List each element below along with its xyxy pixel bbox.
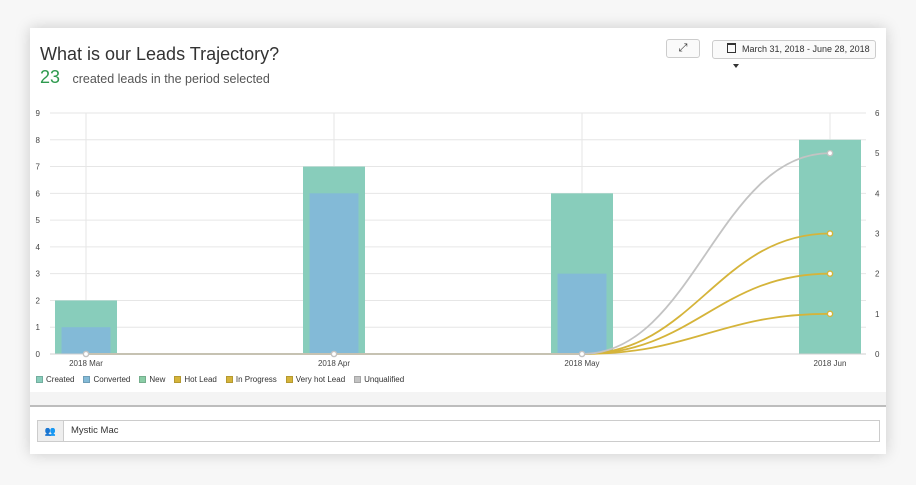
y-left-tick-label: 3 bbox=[36, 270, 41, 279]
line-in-progress bbox=[86, 272, 831, 355]
bar-converted bbox=[309, 193, 359, 354]
legend-swatch bbox=[139, 376, 147, 383]
bar-converted bbox=[61, 327, 111, 354]
chart-legend: Created Converted New Hot Lead In Progress Ve… bbox=[36, 375, 413, 384]
created-leads-caption: created leads in the period selected bbox=[72, 72, 270, 86]
legend-label: Hot Lead bbox=[184, 375, 217, 384]
legend-item[interactable]: In Progress bbox=[225, 375, 277, 384]
legend-label: Converted bbox=[93, 375, 131, 384]
y-left-tick-label: 9 bbox=[36, 109, 41, 118]
owner-filter[interactable]: 👥 Mystic Mac bbox=[37, 420, 880, 442]
caret-down-icon bbox=[733, 64, 739, 68]
point-baseline bbox=[330, 350, 338, 358]
y-left-tick-label: 8 bbox=[36, 136, 41, 145]
y-right-tick-label: 2 bbox=[875, 270, 880, 279]
calendar-icon bbox=[727, 43, 736, 53]
created-leads-summary: 23 created leads in the period selected bbox=[40, 67, 270, 88]
y-right-tick-label: 1 bbox=[875, 310, 880, 319]
x-tick-label: 2018 Apr bbox=[318, 359, 350, 368]
point-in-progress bbox=[826, 270, 834, 277]
bar-converted bbox=[557, 273, 607, 354]
legend-item[interactable]: Unqualified bbox=[354, 375, 404, 384]
point-baseline bbox=[82, 350, 90, 358]
line-unqualified bbox=[86, 152, 831, 355]
y-left-tick-label: 4 bbox=[36, 243, 41, 252]
legend-swatch bbox=[354, 376, 362, 383]
legend-label: Very hot Lead bbox=[295, 375, 346, 384]
x-tick-label: 2018 May bbox=[564, 359, 599, 368]
x-tick-label: 2018 Mar bbox=[69, 359, 103, 368]
y-left-tick-label: 0 bbox=[36, 350, 41, 359]
date-range-picker[interactable]: March 31, 2018 - June 28, 2018 bbox=[712, 40, 876, 68]
y-left-tick-label: 5 bbox=[36, 216, 41, 225]
legend-label: New bbox=[149, 375, 166, 384]
y-right-tick-label: 3 bbox=[875, 230, 880, 239]
legend-item[interactable]: Converted bbox=[83, 375, 130, 384]
line-very-hot-lead bbox=[86, 312, 831, 355]
legend-item[interactable]: Hot Lead bbox=[174, 375, 217, 384]
created-leads-count: 23 bbox=[40, 67, 61, 87]
y-right-tick-label: 0 bbox=[875, 350, 880, 359]
chart-footer-band bbox=[30, 392, 886, 407]
legend-item[interactable]: Very hot Lead bbox=[285, 375, 346, 384]
point-very-hot-lead bbox=[826, 310, 834, 318]
bar-created bbox=[799, 139, 861, 354]
chart-title: What is our Leads Trajectory? bbox=[40, 44, 280, 64]
y-left-tick-label: 7 bbox=[36, 163, 41, 172]
users-icon: 👥 bbox=[38, 421, 64, 441]
chart-card: What is our Leads Trajectory? 23 created… bbox=[30, 28, 886, 454]
leads-chart: 0 1 2 3 4 5 6 7 8 9 0 1 2 3 4 5 6 2018 Mar 2018 Apr 2018 Ma… bbox=[36, 109, 880, 368]
line-hot-lead bbox=[86, 232, 831, 355]
point-unqualified bbox=[826, 149, 834, 157]
y-right-tick-label: 4 bbox=[875, 189, 880, 198]
legend-label: Created bbox=[46, 375, 75, 384]
point-baseline bbox=[578, 350, 586, 358]
point-hot-lead bbox=[826, 230, 834, 237]
expand-icon: ⤢ bbox=[678, 42, 688, 54]
legend-swatch bbox=[225, 376, 233, 383]
y-left-tick-label: 2 bbox=[36, 296, 41, 305]
legend-swatch bbox=[285, 376, 293, 383]
legend-item[interactable]: New bbox=[139, 375, 165, 384]
legend-swatch bbox=[36, 376, 43, 383]
y-left-tick-label: 1 bbox=[36, 323, 41, 332]
legend-swatch bbox=[83, 376, 91, 383]
y-left-tick-label: 6 bbox=[36, 189, 41, 198]
legend-item[interactable]: Created bbox=[36, 375, 74, 384]
expand-button[interactable]: ⤢ bbox=[666, 39, 700, 58]
legend-swatch bbox=[174, 376, 182, 383]
legend-label: In Progress bbox=[235, 375, 277, 384]
y-right-tick-label: 6 bbox=[875, 109, 880, 118]
y-right-tick-label: 5 bbox=[875, 149, 880, 158]
owner-filter-value: Mystic Mac bbox=[71, 425, 119, 436]
x-tick-label: 2018 Jun bbox=[814, 359, 847, 368]
date-range-label: March 31, 2018 - June 28, 2018 bbox=[742, 44, 870, 54]
legend-label: Unqualified bbox=[364, 375, 405, 384]
